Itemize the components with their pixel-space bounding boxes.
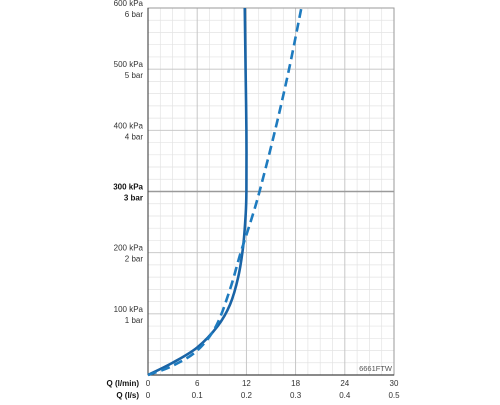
y-tick-label-bar: 6 bar — [125, 10, 144, 19]
x-tick-label-lmin: 12 — [242, 379, 251, 388]
x-tick-label-lmin: 24 — [340, 379, 349, 388]
x-tick-label-ls: 0.3 — [290, 391, 302, 400]
y-tick-label-kpa: 500 kPa — [114, 60, 144, 69]
y-tick-label-kpa: 400 kPa — [114, 121, 144, 130]
model-code-label: 6661FTW — [359, 364, 393, 373]
series-line-dashed — [147, 7, 303, 377]
x-axis-title-lmin: Q (l/min) — [107, 379, 140, 388]
y-tick-label-kpa: 200 kPa — [114, 244, 144, 253]
grid — [147, 7, 395, 376]
y-tick-label-kpa: 600 kPa — [114, 0, 144, 8]
x-tick-label-ls: 0 — [146, 391, 151, 400]
x-tick-label-lmin: 30 — [390, 379, 399, 388]
y-tick-label-kpa: 300 kPa — [113, 183, 143, 192]
plot-frame — [147, 7, 395, 376]
x-tick-label-lmin: 18 — [291, 379, 300, 388]
y-tick-label-bar: 1 bar — [125, 316, 144, 325]
x-tick-label-ls: 0.1 — [192, 391, 204, 400]
x-tick-label-ls: 0.5 — [388, 391, 400, 400]
y-tick-label-bar: 2 bar — [125, 255, 144, 264]
y-axis-ticks: 100 kPa 1 bar 200 kPa 2 bar 300 kPa 3 bar 400 … — [113, 0, 143, 325]
x-axis-ticks: 0 0 6 0.1 12 0.2 18 0.3 24 0.4 30 0.5 — [146, 379, 400, 400]
x-tick-label-ls: 0.2 — [241, 391, 253, 400]
x-tick-label-lmin: 0 — [146, 379, 151, 388]
x-tick-label-ls: 0.4 — [339, 391, 351, 400]
series-line-solid — [147, 7, 248, 377]
x-axis-title-ls: Q (l/s) — [116, 391, 139, 400]
y-tick-label-bar: 5 bar — [125, 71, 144, 80]
y-tick-label-kpa: 100 kPa — [114, 305, 144, 314]
series-group — [147, 7, 303, 377]
y-tick-label-bar: 3 bar — [124, 194, 143, 203]
x-tick-label-lmin: 6 — [195, 379, 200, 388]
y-tick-label-bar: 4 bar — [125, 132, 144, 141]
